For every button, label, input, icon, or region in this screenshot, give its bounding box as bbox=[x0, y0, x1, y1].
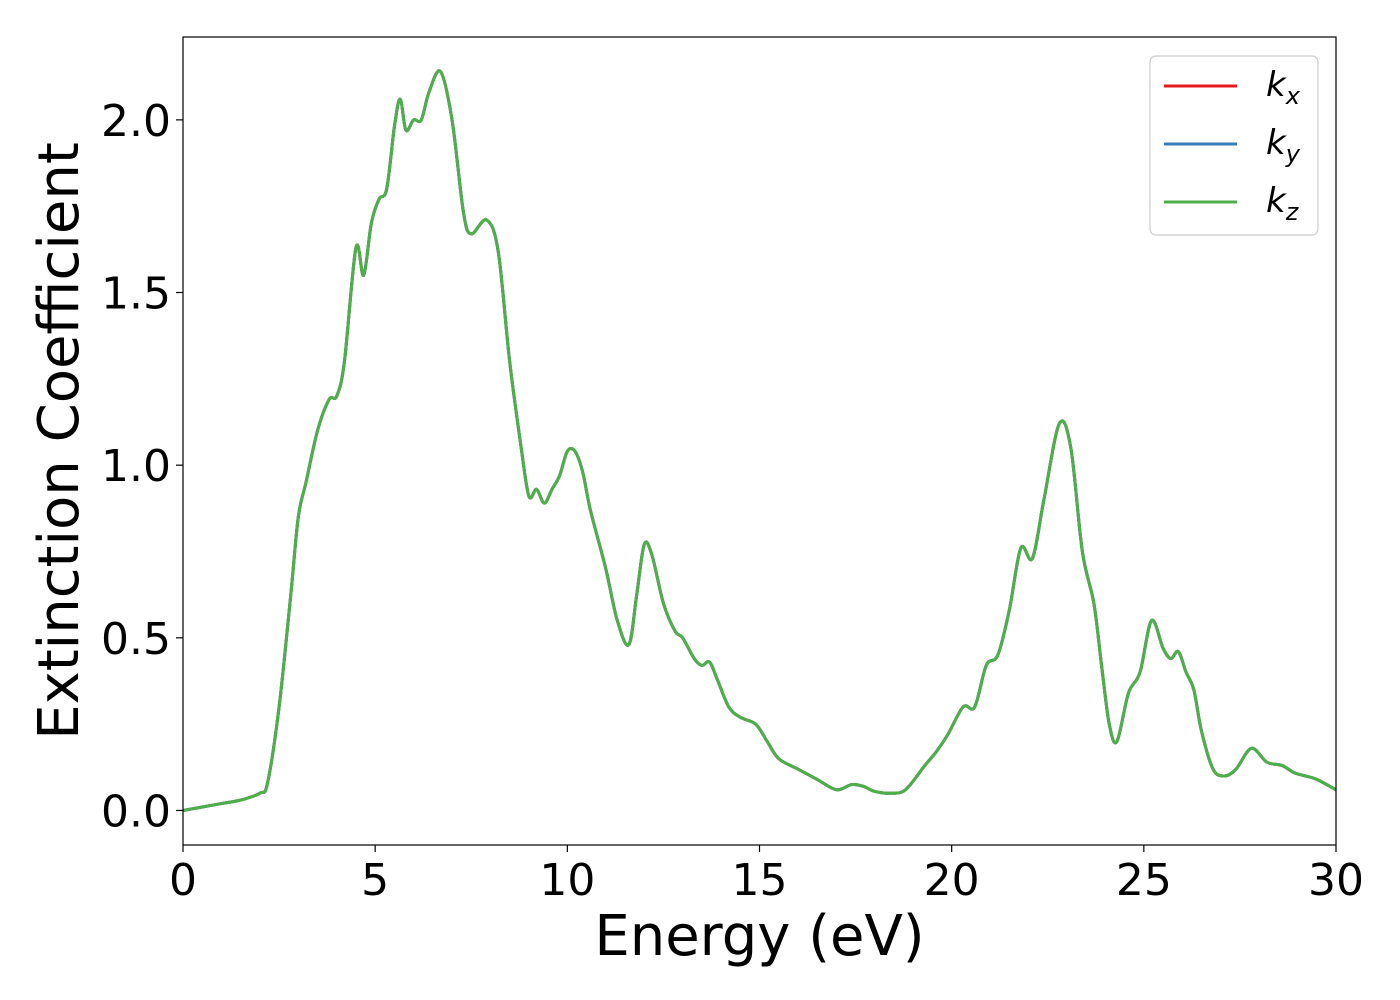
x-tick-label: 15 bbox=[732, 855, 788, 906]
legend-label-kx: kx bbox=[1266, 65, 1301, 110]
x-tick-label: 25 bbox=[1116, 855, 1172, 906]
legend-label-ky: ky bbox=[1266, 123, 1301, 168]
x-tick-label: 5 bbox=[361, 855, 389, 906]
y-axis-title: Extinction Coefficient bbox=[27, 142, 92, 740]
y-tick-label: 0.5 bbox=[101, 614, 171, 665]
y-tick-label: 2.0 bbox=[101, 96, 171, 147]
y-tick-label: 0.0 bbox=[101, 786, 171, 837]
y-axis: 0.0 0.5 1.0 1.5 2.0 bbox=[101, 96, 183, 837]
x-tick-label: 10 bbox=[539, 855, 595, 906]
legend: kx ky kz bbox=[1149, 55, 1319, 236]
y-tick-label: 1.5 bbox=[101, 269, 171, 320]
plot-area bbox=[183, 69, 1336, 812]
x-tick-label: 30 bbox=[1308, 855, 1364, 906]
y-tick-label: 1.0 bbox=[101, 441, 171, 492]
x-axis: 0 5 10 15 20 25 30 bbox=[169, 845, 1364, 906]
x-tick-label: 0 bbox=[169, 855, 197, 906]
x-axis-title: Energy (eV) bbox=[594, 904, 924, 969]
x-tick-label: 20 bbox=[924, 855, 980, 906]
legend-label-kz: kz bbox=[1266, 181, 1300, 226]
series-line-kz bbox=[183, 69, 1336, 812]
